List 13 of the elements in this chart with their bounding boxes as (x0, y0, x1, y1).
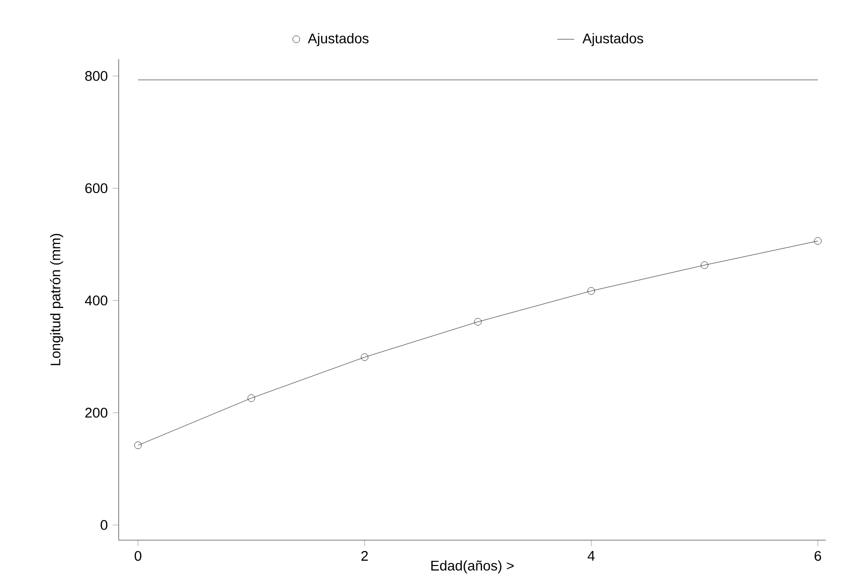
y-tick-label: 800 (85, 71, 108, 81)
x-axis-title: Edad(años) > (431, 560, 514, 574)
x-tick-label: 0 (134, 550, 142, 561)
y-tick-label: 400 (84, 296, 108, 306)
y-tick-label: 200 (85, 408, 108, 418)
y-tick-label: 600 (85, 183, 108, 194)
x-tick-label: 6 (814, 550, 822, 561)
y-axis-title: Longitud patrón (mm) (50, 234, 64, 366)
legend-label: Ajustados (308, 33, 369, 46)
legend-label: Ajustados (582, 33, 644, 46)
y-tick-label: 0 (100, 520, 108, 530)
x-tick-label: 2 (361, 550, 368, 561)
x-tick-label: 4 (588, 550, 595, 561)
